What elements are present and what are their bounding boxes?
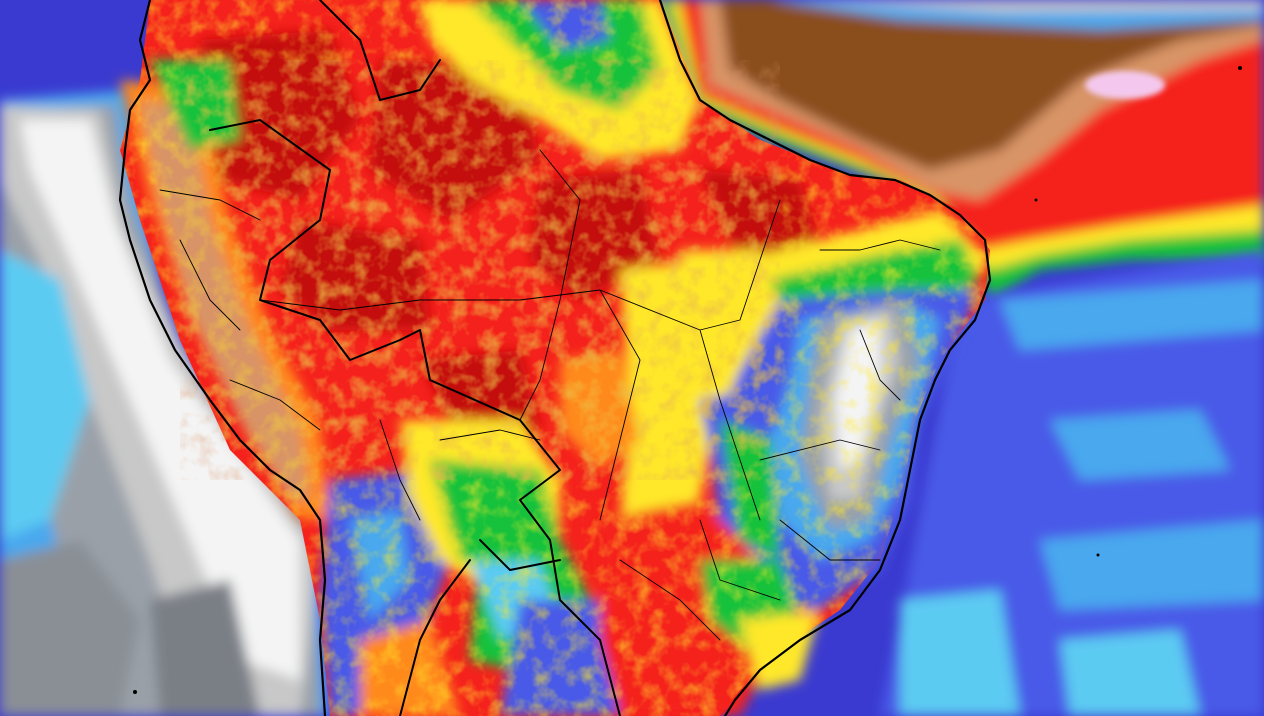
national-borders — [209, 0, 621, 716]
state-borders — [159, 149, 941, 641]
islands — [133, 66, 1242, 694]
speckle-texture-tan — [180, 60, 780, 480]
coastline — [118, 0, 992, 716]
pink-rain-spot — [1085, 71, 1165, 99]
borders — [118, 0, 992, 716]
atlantic-east-bands — [880, 250, 1264, 716]
pacific-cloud-bands — [0, 90, 330, 716]
